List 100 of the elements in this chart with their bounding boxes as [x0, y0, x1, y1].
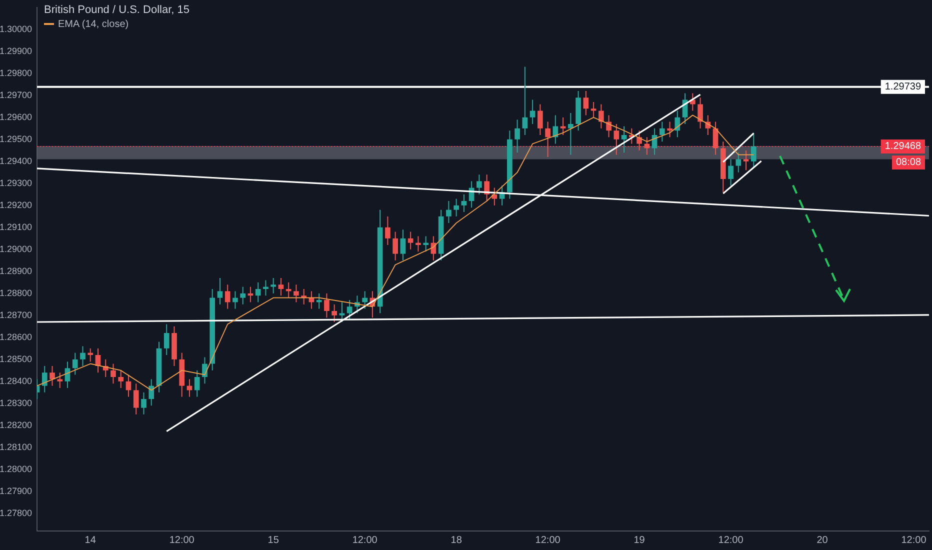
candlestick [50, 366, 55, 386]
candlestick [400, 229, 406, 261]
candlestick [141, 392, 146, 415]
candlestick [194, 370, 200, 398]
candlestick [133, 383, 139, 415]
y-tick-label: 1.29000 [0, 244, 32, 254]
y-tick-label: 1.27900 [0, 486, 32, 496]
candlestick [560, 116, 566, 136]
x-tick-label: 12:00 [352, 534, 378, 546]
legend-label: EMA (14, close) [57, 19, 129, 30]
candlestick [148, 378, 154, 406]
candlestick [286, 282, 292, 298]
candlestick [408, 231, 414, 250]
candlestick [750, 132, 756, 168]
candlestick [232, 290, 238, 310]
x-tick-label: 18 [450, 534, 462, 546]
y-tick-label: 1.28900 [0, 266, 32, 276]
y-tick-label: 1.27800 [0, 508, 32, 518]
candlestick [454, 198, 459, 217]
candlestick [698, 97, 703, 129]
candlestick [423, 236, 428, 252]
candlestick [522, 66, 528, 136]
y-tick-label: 1.29400 [0, 156, 32, 166]
candlestick [88, 348, 94, 362]
candlestick [362, 290, 368, 310]
candlestick [42, 366, 48, 393]
candlestick [224, 284, 230, 310]
candlestick [126, 374, 132, 398]
candlestick [736, 152, 742, 173]
ref-line-label: 1.29739 [884, 82, 922, 93]
candlestick [385, 216, 390, 246]
candlestick [57, 372, 63, 388]
candlestick [659, 121, 665, 142]
x-tick-label: 19 [634, 534, 646, 546]
chart-title: British Pound / U.S. Dollar, 15 [44, 4, 190, 16]
candlestick [316, 292, 322, 310]
candlestick [644, 136, 650, 156]
y-tick-label: 1.28300 [0, 398, 32, 408]
y-tick-label: 1.28200 [0, 420, 32, 430]
candlestick [217, 278, 223, 305]
y-tick-label: 1.30000 [0, 24, 32, 34]
x-tick-label: 20 [816, 534, 828, 546]
candlestick [590, 102, 596, 118]
candlestick [346, 300, 352, 320]
candlestick [301, 288, 307, 305]
candlestick [461, 194, 467, 212]
candlestick [538, 104, 543, 136]
x-tick-label: 12:00 [718, 534, 744, 546]
y-tick-label: 1.29900 [0, 46, 32, 56]
candlestick [484, 174, 490, 202]
candlestick [324, 292, 330, 318]
x-tick-label: 15 [268, 534, 280, 546]
candlestick [240, 286, 246, 305]
ref-line-label: 1.29468 [884, 141, 922, 152]
candlestick [598, 104, 604, 129]
candlestick [270, 278, 276, 294]
y-tick-label: 1.29100 [0, 222, 32, 232]
y-tick-label: 1.29800 [0, 68, 32, 78]
y-tick-label: 1.28600 [0, 332, 32, 342]
candlestick [294, 284, 299, 303]
x-tick-label: 12:00 [901, 534, 927, 546]
candlestick [568, 112, 574, 156]
x-tick-label: 12:00 [535, 534, 561, 546]
candlestick [392, 231, 398, 261]
candlestick [614, 124, 620, 156]
candlestick [667, 121, 672, 138]
candlestick [255, 282, 261, 303]
candlestick [164, 324, 170, 356]
candlestick [72, 352, 78, 376]
candlestick [743, 150, 749, 171]
candlestick [621, 126, 627, 154]
candlestick [278, 278, 284, 296]
y-tick-label: 1.29200 [0, 200, 32, 210]
candlestick [674, 110, 680, 138]
y-tick-label: 1.28400 [0, 376, 32, 386]
candlestick [339, 302, 345, 322]
y-tick-label: 1.28500 [0, 354, 32, 364]
x-tick-label: 14 [84, 534, 96, 546]
candlestick [728, 158, 734, 186]
y-tick-label: 1.29600 [0, 112, 32, 122]
candlestick [446, 200, 452, 224]
candlestick [636, 130, 642, 151]
y-tick-label: 1.28000 [0, 464, 32, 474]
candlestick [110, 363, 116, 384]
y-tick-label: 1.29300 [0, 178, 32, 188]
y-tick-label: 1.28800 [0, 288, 32, 298]
candlestick [118, 370, 124, 388]
candlestick [583, 90, 589, 116]
candlestick [80, 346, 86, 366]
candlestick [416, 236, 421, 252]
candlestick [263, 280, 268, 296]
x-tick-label: 12:00 [169, 534, 195, 546]
y-tick-label: 1.28700 [0, 310, 32, 320]
candlestick [476, 174, 482, 195]
y-tick-label: 1.29500 [0, 134, 32, 144]
annotation: 08:08 [896, 157, 922, 168]
candlestick [530, 99, 536, 124]
y-tick-label: 1.29700 [0, 90, 32, 100]
candlestick [514, 119, 520, 154]
y-tick-label: 1.28100 [0, 442, 32, 452]
